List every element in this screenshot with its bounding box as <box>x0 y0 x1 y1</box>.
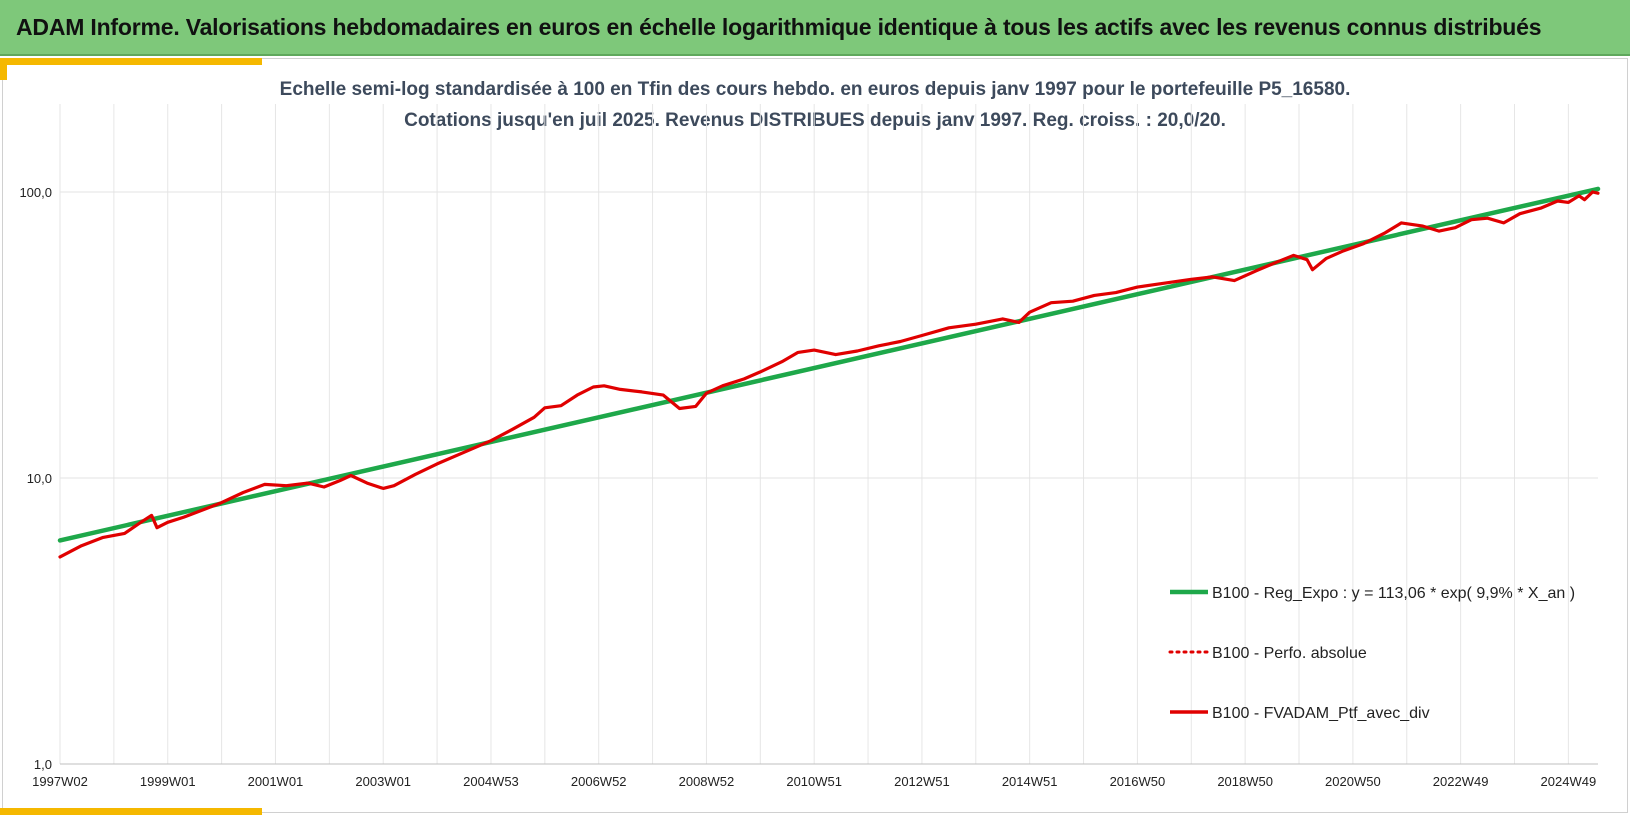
x-tick-label: 2003W01 <box>355 774 411 789</box>
legend-label: B100 - Reg_Expo : y = 113,06 * exp( 9,9%… <box>1212 585 1575 602</box>
x-tick-label: 2008W52 <box>679 774 735 789</box>
y-tick-label: 10,0 <box>27 471 52 486</box>
x-tick-label: 2012W51 <box>894 774 950 789</box>
x-axis-ticks: 1997W02 1999W01 2001W01 2003W01 2004W53 2006W… <box>32 774 1596 789</box>
legend-label: B100 - FVADAM_Ptf_avec_div <box>1212 705 1430 722</box>
x-tick-label: 2010W51 <box>786 774 842 789</box>
x-tick-label: 2022W49 <box>1433 774 1489 789</box>
legend: B100 - Reg_Expo : y = 113,06 * exp( 9,9%… <box>1168 585 1575 722</box>
x-tick-label: 2018W50 <box>1217 774 1273 789</box>
title-banner: ADAM Informe. Valorisations hebdomadaire… <box>0 0 1630 56</box>
accent-bar-top-vertical <box>0 58 7 80</box>
y-tick-label: 1,0 <box>34 757 52 772</box>
series-group <box>57 186 1601 559</box>
chart-subtitle: Cotations jusqu'en juil 2025. Revenus DI… <box>404 110 1226 131</box>
accent-bar-bottom <box>0 808 262 815</box>
series-line-portfolio <box>58 190 1600 559</box>
x-tick-label: 2001W01 <box>248 774 304 789</box>
x-tick-label: 2024W49 <box>1541 774 1597 789</box>
x-tick-label: 2016W50 <box>1110 774 1166 789</box>
y-axis-ticks: 1,0 10,0 100,0 <box>19 185 52 772</box>
x-tick-label: 2006W52 <box>571 774 627 789</box>
chart-title: Echelle semi-log standardisée à 100 en T… <box>279 79 1351 100</box>
legend-label: B100 - Perfo. absolue <box>1212 645 1367 662</box>
x-tick-label: 2020W50 <box>1325 774 1381 789</box>
x-tick-label: 1999W01 <box>140 774 196 789</box>
x-tick-label: 2004W53 <box>463 774 519 789</box>
x-tick-label: 2014W51 <box>1002 774 1058 789</box>
accent-bar-top <box>0 58 262 65</box>
y-tick-label: 100,0 <box>19 185 52 200</box>
series-line-regression <box>57 186 1601 543</box>
chart-frame <box>2 58 1628 813</box>
x-tick-label: 1997W02 <box>32 774 88 789</box>
page-title: ADAM Informe. Valorisations hebdomadaire… <box>16 14 1542 40</box>
grid-lines <box>59 104 1598 765</box>
